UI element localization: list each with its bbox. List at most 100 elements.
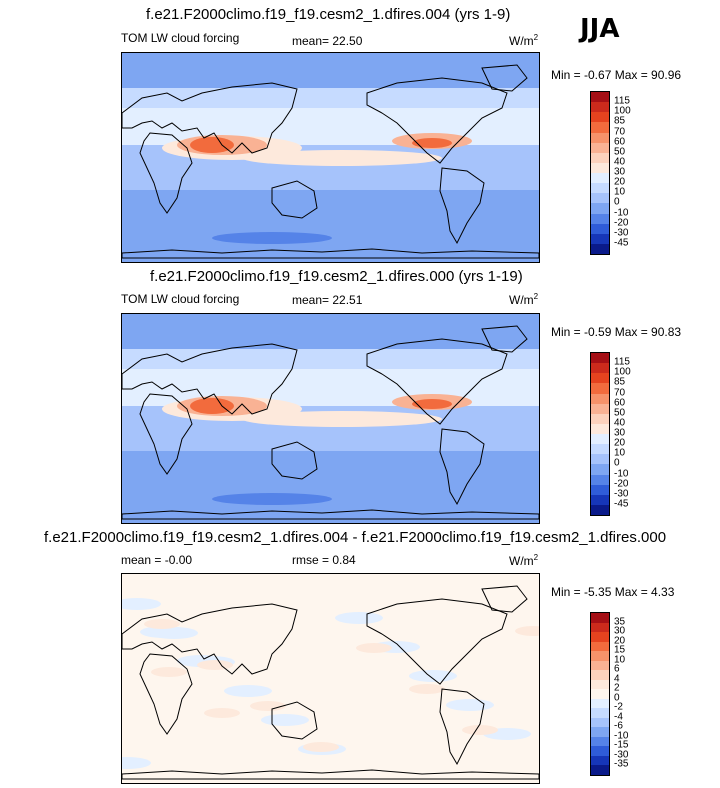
colorbar-tick-label: -4 bbox=[614, 711, 623, 723]
colorbar-swatch bbox=[591, 746, 609, 756]
colorbar-tick-label: -30 bbox=[614, 749, 629, 761]
colorbar-swatch bbox=[591, 112, 609, 123]
colorbar-swatch bbox=[591, 243, 609, 254]
colorbar-swatch bbox=[591, 122, 609, 133]
panel-title: f.e21.F2000climo.f19_f19.cesm2_1.dfires.… bbox=[44, 529, 667, 546]
colorbar-swatch bbox=[591, 213, 609, 224]
colorbar-tick-label: 30 bbox=[614, 427, 626, 439]
colorbar-tick-label: -10 bbox=[614, 207, 629, 218]
colorbar-tick-label: 50 bbox=[614, 407, 626, 419]
colorbar-tick-label: 85 bbox=[614, 115, 626, 127]
colorbar-swatch bbox=[591, 353, 609, 364]
colorbar-swatch bbox=[591, 403, 609, 414]
map-svg bbox=[122, 574, 539, 783]
colorbar-tick-label: -45 bbox=[614, 498, 629, 510]
colorbar-swatch bbox=[591, 434, 609, 445]
panel-title: f.e21.F2000climo.f19_f19.cesm2_1.dfires.… bbox=[146, 6, 511, 23]
colorbar-swatch bbox=[591, 727, 609, 737]
colorbar-3 bbox=[590, 612, 610, 776]
mean-label: mean = -0.00 bbox=[121, 553, 193, 567]
colorbar-tick-label: 20 bbox=[614, 635, 626, 647]
colorbar-swatch bbox=[591, 102, 609, 113]
colorbar-swatch bbox=[591, 92, 609, 103]
colorbar-swatch bbox=[591, 233, 609, 244]
colorbar-swatch bbox=[591, 765, 609, 775]
colorbar-swatch bbox=[591, 464, 609, 475]
colorbar-tick-label: -15 bbox=[614, 739, 629, 751]
colorbar-swatch bbox=[591, 484, 609, 495]
min-max-label: Min = -5.35 Max = 4.33 bbox=[551, 585, 675, 599]
colorbar-swatch bbox=[591, 698, 609, 709]
colorbar-tick-label: 0 bbox=[614, 196, 620, 208]
colorbar-tick-label: -30 bbox=[614, 488, 629, 500]
colorbar-swatch bbox=[591, 423, 609, 434]
colorbar-2 bbox=[590, 352, 610, 516]
colorbar-tick-label: 0 bbox=[614, 692, 620, 704]
colorbar-swatch bbox=[591, 679, 609, 690]
colorbar-tick-label: 100 bbox=[614, 105, 631, 117]
map-panel-2 bbox=[121, 313, 540, 524]
colorbar-tick-label: -35 bbox=[614, 758, 629, 770]
colorbar-swatch bbox=[591, 162, 609, 173]
colorbar-swatch bbox=[591, 504, 609, 515]
colorbar-swatch bbox=[591, 651, 609, 661]
colorbar-tick-label: 60 bbox=[614, 397, 626, 409]
colorbar-swatch bbox=[591, 193, 609, 204]
map-svg bbox=[122, 314, 539, 523]
units-label: W/m2 bbox=[509, 553, 539, 568]
colorbar-tick-label: -20 bbox=[614, 478, 629, 490]
colorbar-tick-label: 10 bbox=[614, 186, 626, 198]
colorbar-swatch bbox=[591, 474, 609, 485]
colorbar-swatch bbox=[591, 223, 609, 234]
min-max-label: Min = -0.67 Max = 90.96 bbox=[551, 68, 682, 82]
map-panel-1 bbox=[121, 52, 540, 263]
colorbar-swatch bbox=[591, 142, 609, 153]
colorbar-swatch bbox=[591, 689, 609, 699]
colorbar-swatch bbox=[591, 373, 609, 384]
map-panel-3 bbox=[121, 573, 540, 784]
colorbar-swatch bbox=[591, 173, 609, 184]
colorbar-swatch bbox=[591, 203, 609, 214]
colorbar-swatch bbox=[591, 383, 609, 394]
colorbar-swatch bbox=[591, 132, 609, 143]
colorbar-tick-label: 40 bbox=[614, 417, 626, 429]
min-max-label: Min = -0.59 Max = 90.83 bbox=[551, 325, 682, 339]
colorbar-swatch bbox=[591, 755, 609, 766]
colorbar-swatch bbox=[591, 660, 609, 671]
colorbar-tick-label: 115 bbox=[614, 95, 630, 107]
colorbar-tick-label: 35 bbox=[614, 616, 626, 628]
colorbar-tick-label: 6 bbox=[614, 663, 620, 675]
colorbar-swatch bbox=[591, 708, 609, 718]
colorbar-tick-label: 20 bbox=[614, 176, 626, 188]
colorbar-tick-label: 0 bbox=[614, 457, 620, 469]
colorbar-swatch bbox=[591, 363, 609, 374]
colorbar-swatch bbox=[591, 444, 609, 455]
field-label: TOM LW cloud forcing bbox=[121, 31, 240, 45]
season-label: JJA bbox=[580, 14, 620, 44]
colorbar-tick-label: 30 bbox=[614, 166, 626, 178]
mean-label: mean= 22.51 bbox=[292, 293, 363, 307]
colorbar-tick-label: 70 bbox=[614, 387, 626, 398]
colorbar-tick-label: 10 bbox=[614, 654, 626, 666]
colorbar-tick-label: 100 bbox=[614, 366, 631, 378]
panel-title: f.e21.F2000climo.f19_f19.cesm2_1.dfires.… bbox=[150, 268, 523, 285]
rmse-label: rmse = 0.84 bbox=[292, 553, 356, 567]
colorbar-tick-label: 115 bbox=[614, 356, 630, 368]
colorbar-swatch bbox=[591, 613, 609, 623]
colorbar-swatch bbox=[591, 622, 609, 633]
mean-label: mean= 22.50 bbox=[292, 34, 363, 48]
colorbar-tick-label: 10 bbox=[614, 447, 626, 459]
colorbar-swatch bbox=[591, 454, 609, 465]
colorbar-swatch bbox=[591, 717, 609, 728]
colorbar-tick-label: 4 bbox=[614, 673, 620, 685]
colorbar-swatch bbox=[591, 494, 609, 505]
colorbar-swatch bbox=[591, 183, 609, 194]
colorbar-swatch bbox=[591, 641, 609, 652]
field-label: TOM LW cloud forcing bbox=[121, 292, 240, 306]
map-svg bbox=[122, 53, 539, 262]
colorbar-swatch bbox=[591, 736, 609, 747]
colorbar-1 bbox=[590, 91, 610, 255]
colorbar-tick-label: -10 bbox=[614, 468, 629, 479]
colorbar-tick-label: -6 bbox=[614, 720, 623, 732]
units-label: W/m2 bbox=[509, 33, 539, 48]
